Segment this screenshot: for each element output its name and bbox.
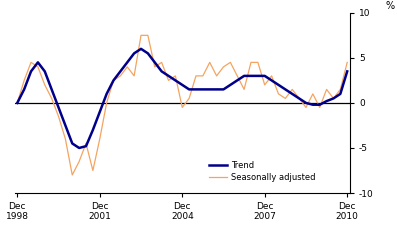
Y-axis label: %: %	[385, 1, 395, 11]
Legend: Trend, Seasonally adjusted: Trend, Seasonally adjusted	[205, 158, 319, 185]
